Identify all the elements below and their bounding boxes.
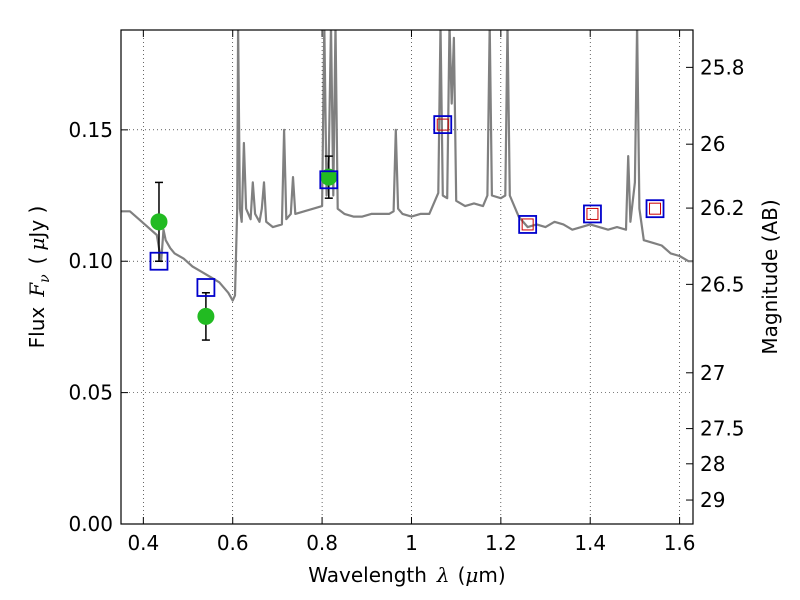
x-tick-label: 0.6 [217, 531, 249, 555]
markers-layer [149, 115, 665, 341]
y2-tick-label: 27 [700, 361, 725, 385]
observed-band-square [586, 207, 599, 220]
x-tick-label: 1.6 [664, 531, 696, 555]
model-band-flux-square [196, 278, 216, 297]
model-band-flux-square [645, 199, 665, 219]
model-band-flux-square [518, 215, 538, 234]
observed-flux-point [197, 307, 215, 325]
model-spectrum-line [121, 30, 693, 302]
y2-tick-label: 25.8 [700, 55, 745, 79]
y-tick-label: 0.10 [68, 249, 113, 273]
x-tick-label: 0.8 [306, 531, 338, 555]
plot-background [121, 30, 693, 524]
y2-tick-label: 27.5 [700, 417, 745, 441]
x-tick-label: 0.4 [127, 531, 159, 555]
x-tick-label: 1.4 [574, 531, 606, 555]
y-axis-label: FluxFν(μJy ) [25, 206, 53, 349]
y2-axis-label: Magnitude (AB) [758, 199, 782, 354]
x-tick-label: 1 [405, 531, 418, 555]
model-band-flux-square [319, 170, 339, 190]
observed-band-square [521, 218, 534, 231]
y-tick-label: 0.15 [68, 118, 113, 142]
plot-frame [120, 29, 694, 525]
x-tick-label: 1.2 [485, 531, 517, 555]
y-tick-label: 0.05 [68, 381, 113, 405]
model-band-flux-square [149, 251, 169, 271]
series-layer [121, 30, 693, 302]
y-tick-label: 0.00 [68, 512, 113, 536]
observed-band-square [649, 202, 662, 215]
y2-tick-label: 26 [700, 132, 725, 156]
model-band-flux-square [433, 115, 453, 134]
ticks: 0.4 0.6 0.8 1 1.2 1.4 1.6 0.00 0.05 0.10 0.15 25.8 2… [68, 30, 745, 555]
y2-tick-label: 28 [700, 452, 725, 476]
y2-tick-label: 26.2 [700, 196, 745, 220]
observed-flux-point [150, 213, 168, 231]
y2-tick-label: 26.5 [700, 272, 745, 296]
observed-band-square [436, 118, 449, 131]
x-axis-label: Wavelength λ (μm) [308, 563, 505, 587]
y2-tick-label: 29 [700, 488, 725, 512]
model-band-flux-square [583, 204, 602, 224]
